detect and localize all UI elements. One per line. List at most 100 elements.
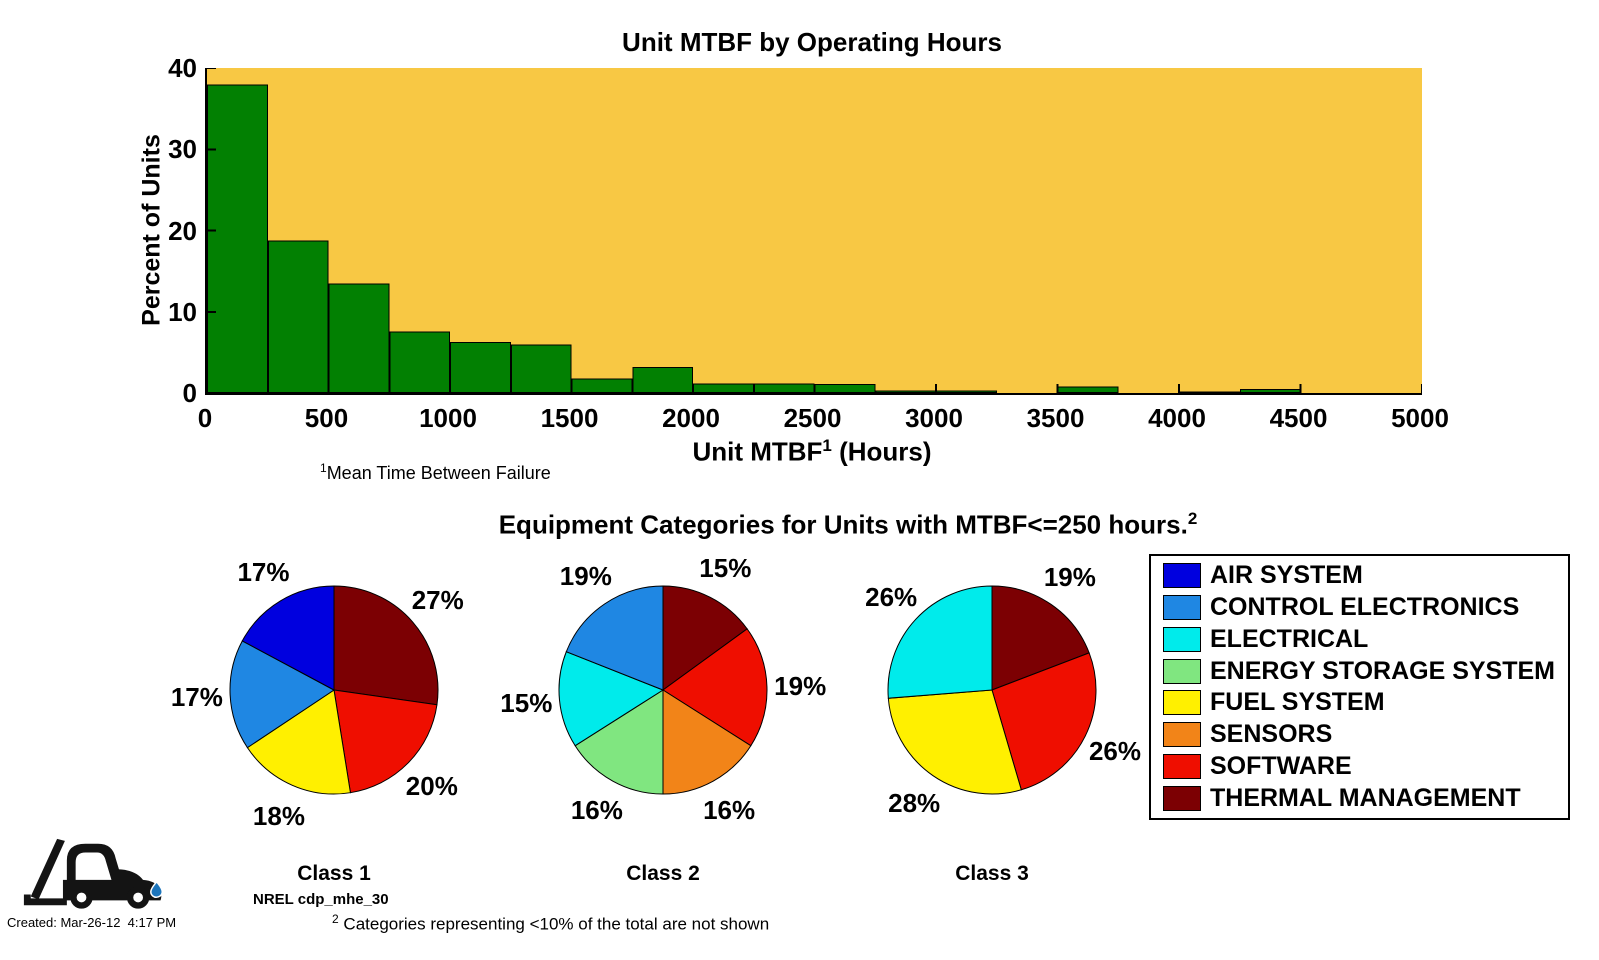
pie-chart-class-1 bbox=[229, 585, 439, 795]
x-tick-label: 0 bbox=[197, 403, 213, 433]
histogram-svg bbox=[207, 68, 1422, 393]
legend-item-air-system: AIR SYSTEM bbox=[1163, 561, 1568, 590]
histogram-bar bbox=[389, 331, 450, 393]
histogram-bar bbox=[450, 341, 511, 393]
mtbf-footnote: 1Mean Time Between Failure bbox=[320, 461, 551, 484]
pie-section-title-superscript: 2 bbox=[1187, 509, 1198, 528]
pie-slice-sensors bbox=[662, 689, 752, 795]
x-axis-label-units: (Hours) bbox=[831, 436, 932, 467]
x-tick-label: 3000 bbox=[905, 403, 963, 433]
x-tick-label: 2500 bbox=[783, 403, 842, 433]
legend-label: ELECTRICAL bbox=[1210, 624, 1369, 653]
pie-percent-label: 26% bbox=[1088, 735, 1142, 766]
histogram-bar bbox=[510, 344, 572, 393]
pie-slice-software bbox=[662, 628, 768, 747]
pie-slice-air-system bbox=[241, 585, 335, 691]
x-tick-label: 4500 bbox=[1269, 403, 1328, 433]
x-tick-label: 2000 bbox=[662, 403, 720, 433]
pie-percent-label: 17% bbox=[170, 681, 223, 712]
pie-slice-energy-storage-system bbox=[574, 689, 664, 795]
legend-swatch-fuel-system bbox=[1163, 690, 1201, 716]
histogram-bar bbox=[693, 383, 754, 393]
x-tick-label: 3500 bbox=[1026, 403, 1085, 433]
water-drop-icon bbox=[150, 880, 163, 898]
forklift-mast bbox=[30, 838, 65, 900]
histogram-plot-area bbox=[205, 68, 1422, 395]
histogram-bar bbox=[632, 367, 693, 393]
legend-label: CONTROL ELECTRONICS bbox=[1210, 593, 1520, 622]
x-tick-label: 500 bbox=[304, 403, 349, 433]
x-tick-label: 4000 bbox=[1148, 403, 1206, 433]
y-tick-label: 30 bbox=[168, 134, 197, 165]
histogram-bar bbox=[1239, 388, 1301, 393]
pie-percent-label: 15% bbox=[500, 687, 553, 718]
legend-item-control-electronics: CONTROL ELECTRONICS bbox=[1163, 593, 1568, 622]
pie-slice-fuel-system bbox=[246, 689, 352, 795]
pie-chart-class-3 bbox=[887, 585, 1097, 795]
legend-label: AIR SYSTEM bbox=[1210, 561, 1363, 590]
legend-item-thermal-management: THERMAL MANAGEMENT bbox=[1163, 784, 1568, 813]
pie-slice-thermal-management bbox=[333, 585, 439, 706]
pie-slice-thermal-management bbox=[991, 585, 1090, 691]
pie-slice-electrical bbox=[887, 585, 993, 699]
mtbf-footnote-text: Mean Time Between Failure bbox=[326, 463, 551, 483]
histogram-bar bbox=[328, 283, 390, 393]
legend-label: FUEL SYSTEM bbox=[1210, 688, 1385, 717]
pie-percent-label: 19% bbox=[559, 561, 612, 592]
pie-slice-control-electronics bbox=[565, 585, 664, 691]
categories-footnote: 2 Categories representing <10% of the to… bbox=[332, 912, 769, 935]
x-tick-label: 1000 bbox=[419, 403, 477, 433]
legend-item-electrical: ELECTRICAL bbox=[1163, 625, 1568, 654]
histogram-bar bbox=[875, 390, 936, 393]
x-axis-label-text: Unit MTBF bbox=[692, 436, 823, 467]
pie-class-label-class-1: Class 1 bbox=[297, 862, 371, 885]
pie-percent-label: 26% bbox=[865, 581, 918, 612]
created-timestamp: Created: Mar-26-12 4:17 PM bbox=[7, 915, 177, 930]
pie-section-title: Equipment Categories for Units with MTBF… bbox=[499, 509, 1198, 541]
categories-footnote-superscript: 2 bbox=[332, 912, 339, 926]
legend-swatch-sensors bbox=[1163, 722, 1201, 748]
pie-class-label-class-3: Class 3 bbox=[955, 862, 1029, 885]
legend-item-software: SOFTWARE bbox=[1163, 752, 1568, 781]
legend-swatch-air-system bbox=[1163, 563, 1201, 589]
legend-swatch-electrical bbox=[1163, 626, 1201, 652]
pie-percent-label: 19% bbox=[1043, 561, 1096, 592]
legend-label: SOFTWARE bbox=[1210, 751, 1352, 780]
histogram-bar bbox=[1057, 386, 1119, 393]
histogram-bar bbox=[571, 378, 633, 393]
pie-slice-thermal-management bbox=[662, 585, 748, 691]
pie-slice-fuel-system bbox=[887, 689, 1022, 795]
pie-percent-label: 15% bbox=[699, 552, 752, 583]
pie-slice-electrical bbox=[558, 651, 665, 747]
histogram-title: Unit MTBF by Operating Hours bbox=[622, 27, 1002, 57]
pie-percent-label: 16% bbox=[703, 795, 756, 826]
forklift-fork-blade bbox=[23, 894, 67, 906]
pie-slice-software bbox=[991, 652, 1097, 791]
legend-item-energy-storage-system: ENERGY STORAGE SYSTEM bbox=[1163, 657, 1568, 686]
legend-item-sensors: SENSORS bbox=[1163, 720, 1568, 749]
category-legend: AIR SYSTEM CONTROL ELECTRONICS ELECTRICAL E… bbox=[1149, 554, 1570, 820]
nrel-cdp-label: NREL cdp_mhe_30 bbox=[253, 891, 389, 908]
legend-label: ENERGY STORAGE SYSTEM bbox=[1210, 656, 1555, 685]
pie-percent-label: 16% bbox=[570, 795, 623, 826]
legend-swatch-software bbox=[1163, 753, 1201, 779]
histogram-bar bbox=[814, 384, 876, 393]
pie-percent-label: 28% bbox=[888, 788, 941, 819]
pie-slice-software bbox=[333, 689, 438, 794]
legend-label: THERMAL MANAGEMENT bbox=[1210, 783, 1521, 812]
y-tick-label: 10 bbox=[168, 296, 197, 327]
x-axis-label-superscript: 1 bbox=[822, 436, 832, 455]
mtbf-footnote-superscript: 1 bbox=[320, 461, 327, 475]
y-tick-label: 0 bbox=[182, 378, 197, 408]
y-tick-label: 20 bbox=[168, 215, 197, 246]
categories-footnote-text: Categories representing <10% of the tota… bbox=[338, 914, 770, 934]
histogram-bar bbox=[207, 84, 268, 393]
histogram-bar bbox=[1179, 391, 1240, 393]
pie-percent-label: 19% bbox=[774, 670, 827, 701]
pie-percent-label: 20% bbox=[405, 771, 458, 802]
histogram-bar bbox=[267, 240, 329, 393]
y-tick-label: 40 bbox=[168, 53, 197, 83]
legend-swatch-energy-storage-system bbox=[1163, 658, 1201, 684]
x-axis-label: Unit MTBF1 (Hours) bbox=[692, 436, 931, 468]
